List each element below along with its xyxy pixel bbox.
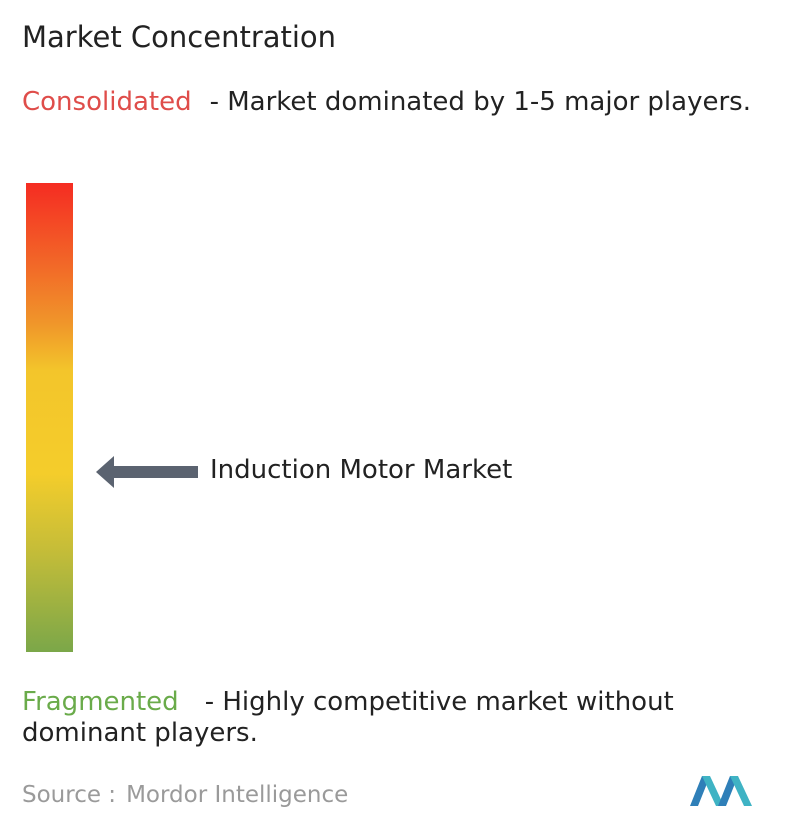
fragmented-description: - Highly competitive market without domi… (22, 687, 674, 748)
arrow (96, 456, 198, 488)
consolidated-text: Consolidated - Market dominated by 1-5 ma… (22, 87, 792, 118)
source-name: Mordor Intelligence (126, 782, 349, 808)
source: Source : Mordor Intelligence (22, 782, 348, 808)
consolidated-label: Consolidated (22, 87, 192, 117)
marker-label: Induction Motor Market (210, 455, 513, 485)
fragmented-text: Fragmented - Highly competitive market wi… (22, 687, 792, 749)
source-label: Source : (22, 782, 117, 808)
logo-part (730, 776, 752, 806)
fragmented-label: Fragmented (22, 687, 179, 717)
logo-part (718, 776, 738, 806)
title: Market Concentration (22, 20, 337, 54)
logo-part (702, 776, 724, 806)
logo (690, 776, 752, 806)
logo-part (690, 776, 710, 806)
concentration-gradient (26, 183, 73, 652)
arrow-shape (96, 456, 198, 488)
consolidated-description: - Market dominated by 1-5 major players. (209, 87, 751, 117)
